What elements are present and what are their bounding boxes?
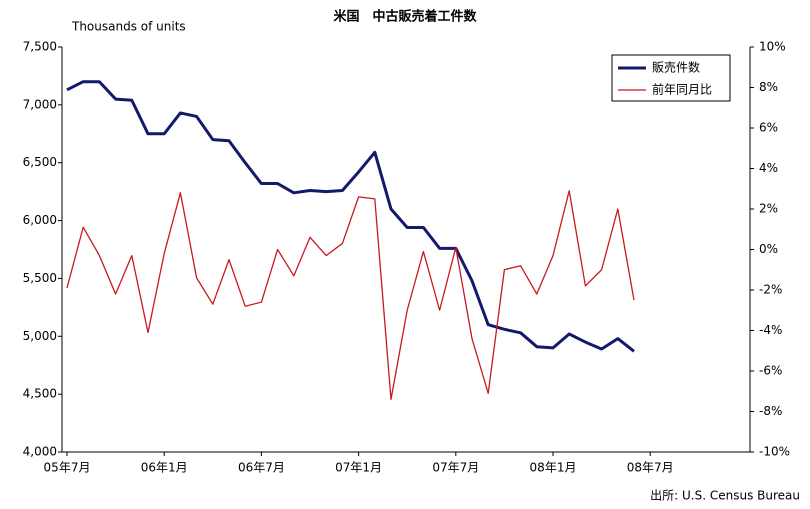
series-line <box>66 190 635 400</box>
x-tick-label: 06年1月 <box>141 461 188 475</box>
series-line <box>66 80 635 353</box>
y2-tick-label: -8% <box>759 404 782 418</box>
y-tick-label: 6,000 <box>23 213 57 227</box>
y-axis-label: Thousands of units <box>71 20 186 34</box>
y-tick-label: 4,500 <box>23 387 57 401</box>
y2-tick-label: -4% <box>759 323 782 337</box>
y2-tick-label: -6% <box>759 364 782 378</box>
x-tick-label: 06年7月 <box>238 461 285 475</box>
y-tick-label: 5,500 <box>23 271 57 285</box>
x-tick-label: 08年7月 <box>627 461 674 475</box>
legend-label: 前年同月比 <box>652 82 712 97</box>
y-tick-label: 7,500 <box>23 40 57 54</box>
y-tick-label: 4,000 <box>23 445 57 459</box>
source-note: 出所: U.S. Census Bureau <box>650 489 800 503</box>
x-tick-label: 07年1月 <box>335 461 382 475</box>
x-tick-label: 07年7月 <box>432 461 479 475</box>
y2-tick-label: 4% <box>759 161 778 175</box>
y2-tick-label: 8% <box>759 80 778 94</box>
y2-tick-label: 0% <box>759 242 778 256</box>
y2-tick-label: -10% <box>759 445 790 459</box>
x-tick-label: 08年1月 <box>530 461 577 475</box>
legend-label: 販売件数 <box>652 60 700 75</box>
y2-tick-label: -2% <box>759 283 782 297</box>
legend-box <box>611 54 731 102</box>
y-tick-label: 7,000 <box>23 97 57 111</box>
chart-title: 米国 中古販売着工件数 <box>333 9 477 25</box>
y2-tick-label: 10% <box>759 40 786 54</box>
y-tick-label: 6,500 <box>23 155 57 169</box>
x-tick-label: 05年7月 <box>44 461 91 475</box>
y2-tick-label: 6% <box>759 121 778 135</box>
y2-tick-label: 2% <box>759 202 778 216</box>
y-tick-label: 5,000 <box>23 329 57 343</box>
